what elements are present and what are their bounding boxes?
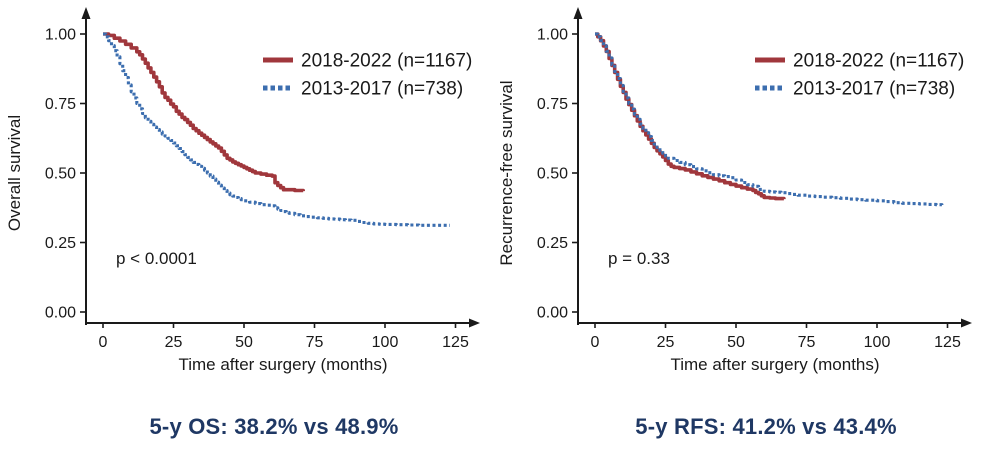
x-tick-label: 50 [727, 334, 745, 351]
legend-label: 2018-2022 (n=1167) [301, 51, 472, 72]
p-value-label: p = 0.33 [608, 249, 670, 268]
y-tick-label: 0.75 [537, 96, 568, 113]
x-tick-label: 125 [934, 334, 961, 351]
x-tick-label: 75 [798, 334, 816, 351]
survival-curve-2018-2022 [103, 32, 305, 193]
y-tick-label: 1.00 [537, 27, 568, 44]
x-tick-label: 100 [864, 334, 891, 351]
legend-label: 2018-2022 (n=1167) [793, 51, 964, 72]
recurrence-free-survival-panel: 1.00 0.75 0.50 0.25 0.00 0 25 50 75 100 125 Recurre… [492, 0, 985, 462]
recurrence-free-survival-caption: 5-y RFS: 41.2% vs 43.4% [635, 414, 897, 439]
x-tick-label: 50 [235, 334, 253, 351]
legend-label: 2013-2017 (n=738) [301, 79, 463, 100]
y-tick-label: 1.00 [45, 27, 76, 44]
x-tick-label: 25 [657, 334, 675, 351]
y-axis-arrow-icon [573, 7, 583, 19]
x-tick-label: 125 [442, 334, 469, 351]
x-tick-label: 100 [372, 334, 399, 351]
y-tick-label: 0.25 [45, 235, 76, 252]
p-value-label: p < 0.0001 [116, 249, 197, 268]
x-axis-title: Time after surgery (months) [670, 355, 879, 374]
x-tick-label: 0 [99, 334, 108, 351]
y-axis-title: Recurrence-free survival [497, 80, 516, 265]
y-tick-label: 0.00 [537, 305, 568, 322]
x-axis-title: Time after surgery (months) [178, 355, 387, 374]
y-tick-label: 0.50 [45, 166, 76, 183]
legend-label: 2013-2017 (n=738) [793, 79, 955, 100]
y-tick-label: 0.75 [45, 96, 76, 113]
x-axis-arrow-icon [961, 318, 972, 328]
x-tick-label: 0 [591, 334, 600, 351]
overall-survival-panel: 1.00 0.75 0.50 0.25 0.00 0 25 50 75 100 125 Overall… [0, 0, 492, 462]
overall-survival-caption: 5-y OS: 38.2% vs 48.9% [149, 414, 399, 439]
y-tick-label: 0.25 [537, 235, 568, 252]
y-tick-label: 0.00 [45, 305, 76, 322]
x-tick-label: 25 [165, 334, 183, 351]
overall-survival-chart: 1.00 0.75 0.50 0.25 0.00 0 25 50 75 100 125 Overall… [5, 7, 480, 374]
x-tick-label: 75 [306, 334, 324, 351]
x-axis-arrow-icon [469, 318, 480, 328]
y-axis-title: Overall survival [5, 115, 24, 231]
survival-curve-2013-2017 [103, 32, 450, 227]
recurrence-free-survival-chart: 1.00 0.75 0.50 0.25 0.00 0 25 50 75 100 125 Recurre… [497, 7, 972, 374]
y-tick-label: 0.50 [537, 166, 568, 183]
y-axis-arrow-icon [81, 7, 91, 19]
